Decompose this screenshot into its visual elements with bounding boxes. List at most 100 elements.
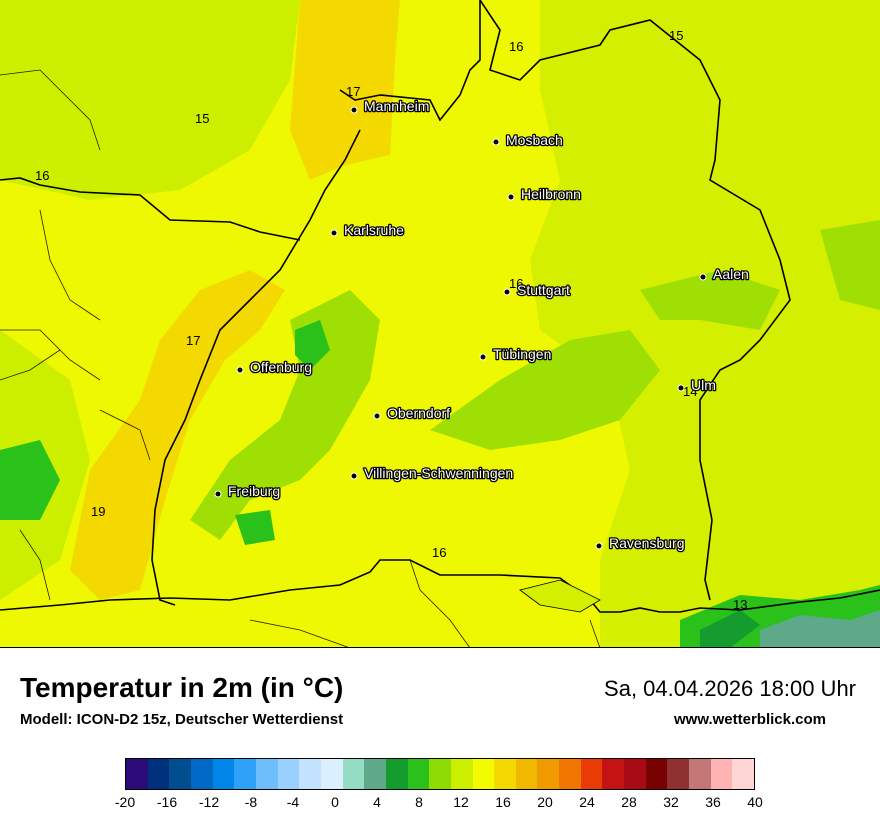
border-france <box>0 177 301 241</box>
isotherm-label: 16 <box>509 39 523 54</box>
temp-zone-east-pocket <box>640 270 780 330</box>
temp-zone-east <box>530 0 880 648</box>
website-link[interactable]: www.wetterblick.com <box>674 711 826 728</box>
temp-zone-alps-colder <box>760 610 880 648</box>
color-scale-cell <box>299 759 321 789</box>
color-scale-cell <box>320 759 343 789</box>
city-label: Offenburg <box>250 359 312 375</box>
city-dot <box>699 273 707 281</box>
city-heilbronn: Heilbronn <box>507 185 582 203</box>
city-villingen-schwenningen: Villingen-Schwenningen <box>350 464 514 482</box>
temperature-map: 17 16 15 15 16 16 17 14 19 16 13 Mannhei… <box>0 0 880 648</box>
color-scale-tick-label: 4 <box>373 794 381 810</box>
city-label: Ravensburg <box>609 535 685 551</box>
color-scale-cell <box>689 759 711 789</box>
color-scale-cell <box>407 759 430 789</box>
border-rhine <box>151 129 361 606</box>
city-dot <box>507 193 515 201</box>
color-scale-tick-label: 36 <box>705 794 721 810</box>
color-scale-cell <box>732 759 755 789</box>
color-scale-cell <box>147 759 170 789</box>
color-scale-cell <box>234 759 256 789</box>
district-line-8 <box>249 619 351 648</box>
temp-zone-alps-cold <box>700 610 760 648</box>
district-line-1 <box>0 69 101 151</box>
city-dot <box>503 288 511 296</box>
isotherm-label: 17 <box>186 333 200 348</box>
city-dot <box>350 106 358 114</box>
color-scale-cell <box>602 759 625 789</box>
city-label: Mannheim <box>364 98 429 114</box>
color-scale-ticks: -20 -16 -12 -8 -4 0 4 8 12 16 20 24 28 32 36 40 <box>115 794 763 814</box>
forecast-datetime: Sa, 04.04.2026 18:00 Uhr <box>604 676 856 701</box>
map-title: Temperatur in 2m (in °C) <box>20 672 344 703</box>
district-line-2 <box>39 209 101 321</box>
city-label: Freiburg <box>228 483 280 499</box>
color-scale-tick-label: -4 <box>286 794 300 810</box>
city-dot <box>595 542 603 550</box>
isotherm-label: 14 <box>683 384 697 399</box>
city-dot <box>236 366 244 374</box>
district-line-3 <box>0 329 101 381</box>
city-ulm: Ulm <box>677 376 717 394</box>
city-markers: Mannheim Mosbach Heilbronn Karlsruhe Stu… <box>214 97 750 552</box>
map-footer: Temperatur in 2m (in °C) Modell: ICON-D2… <box>0 648 880 830</box>
city-aalen: Aalen <box>699 265 750 283</box>
color-scale-cell <box>515 759 538 789</box>
isotherm-label: 16 <box>35 168 49 183</box>
color-scale-tick-label: 32 <box>663 794 679 810</box>
color-scale-tick-label: 40 <box>747 794 763 810</box>
color-scale-tick-label: -16 <box>156 794 178 810</box>
city-tuebingen: Tübingen <box>479 345 553 363</box>
city-label: Mosbach <box>506 132 563 148</box>
color-scale-cell <box>212 759 235 789</box>
color-scale-cell <box>190 759 213 789</box>
color-scale-cell <box>645 759 668 789</box>
city-dot <box>214 490 222 498</box>
city-dot <box>677 384 685 392</box>
temp-zone-west-edge <box>0 440 60 520</box>
color-scale-tick-label: 28 <box>621 794 637 810</box>
model-info: Modell: ICON-D2 15z, Deutscher Wetterdie… <box>20 711 344 728</box>
temp-zone-far-east <box>820 220 880 310</box>
district-line-9 <box>589 619 601 648</box>
city-stuttgart: Stuttgart <box>503 281 571 299</box>
city-label: Tübingen <box>493 346 551 362</box>
city-label: Karlsruhe <box>344 222 404 238</box>
city-dot <box>350 472 358 480</box>
city-label: Stuttgart <box>517 282 570 298</box>
color-scale-tick-label: -8 <box>244 794 258 810</box>
color-scale-tick-label: 24 <box>579 794 595 810</box>
color-scale <box>125 758 755 790</box>
temp-zone-black-forest-core <box>295 320 330 370</box>
color-scale-cell <box>559 759 581 789</box>
isotherm-label: 15 <box>195 111 209 126</box>
city-dot <box>479 353 487 361</box>
color-scale-cell <box>710 759 733 789</box>
color-scale-tick-label: 16 <box>495 794 511 810</box>
district-line-6 <box>19 529 51 601</box>
temp-zone-feldberg <box>235 510 275 545</box>
color-scale-cell <box>126 759 148 789</box>
color-scale-tick-label: 0 <box>331 794 339 810</box>
color-scale-cell <box>342 759 365 789</box>
isotherm-label: 17 <box>346 84 360 99</box>
city-dot <box>492 138 500 146</box>
city-offenburg: Offenburg <box>236 358 313 376</box>
city-oberndorf: Oberndorf <box>373 404 451 422</box>
border-switzerland <box>0 559 880 613</box>
lake-constance <box>519 579 601 613</box>
city-label: Oberndorf <box>387 405 450 421</box>
color-scale-cell <box>255 759 278 789</box>
color-scale-cell <box>277 759 300 789</box>
border-east <box>479 0 791 601</box>
city-label: Ulm <box>691 377 716 393</box>
color-scale-cell <box>169 759 191 789</box>
city-label: Heilbronn <box>521 186 581 202</box>
isotherm-label: 16 <box>432 545 446 560</box>
color-scale-tick-label: 20 <box>537 794 553 810</box>
city-dot <box>373 412 381 420</box>
city-ravensburg: Ravensburg <box>595 534 686 552</box>
color-scale-cell <box>624 759 646 789</box>
color-scale-tick-label: 12 <box>453 794 469 810</box>
